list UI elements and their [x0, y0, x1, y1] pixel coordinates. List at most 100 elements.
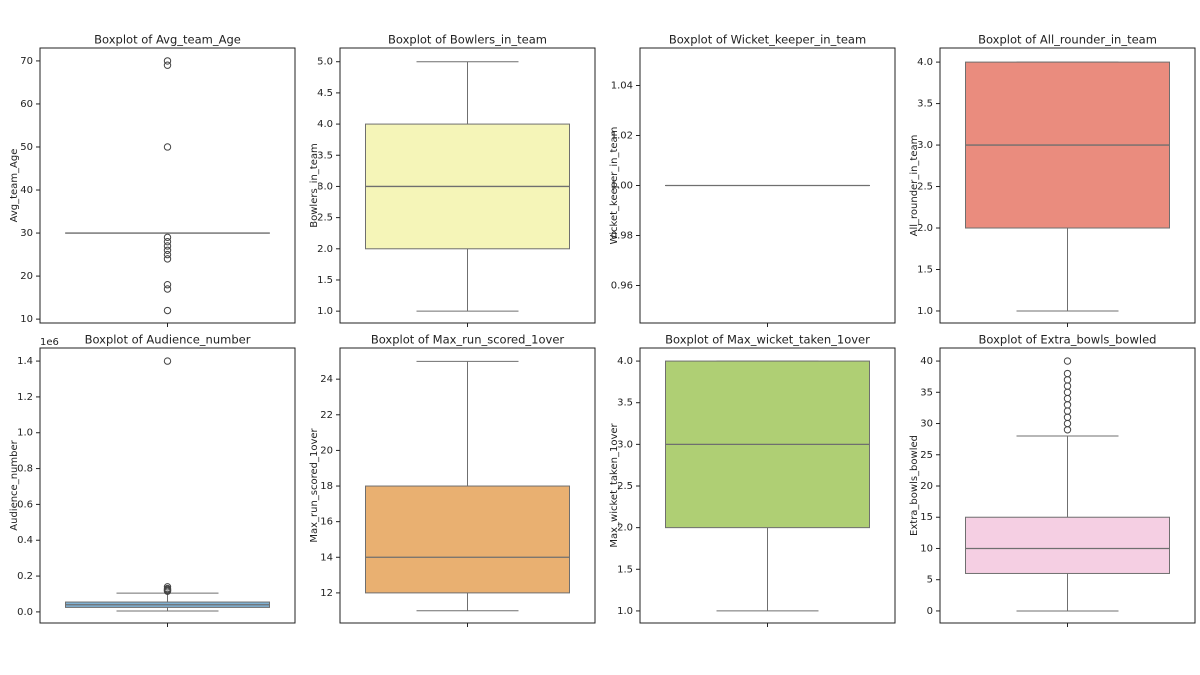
y-tick-label: 18 — [320, 481, 333, 492]
y-tick-label: 40 — [920, 356, 933, 367]
y-tick-label: 1.0 — [617, 606, 633, 617]
y-axis-label: Avg_team_Age — [9, 149, 20, 223]
outlier — [1063, 413, 1072, 421]
y-axis-label: Bowlers_in_team — [309, 143, 320, 227]
chart-title: Boxplot of All_rounder_in_team — [978, 33, 1157, 47]
outlier — [1063, 369, 1072, 378]
y-tick-label: 5 — [927, 575, 933, 586]
plot-frame — [339, 47, 596, 324]
plot-frame — [339, 347, 596, 624]
subplot: Boxplot of All_rounder_in_team All_rounde… — [909, 33, 1196, 327]
subplot: Boxplot of Bowlers_in_team Bowlers_in_tea… — [309, 33, 596, 327]
y-tick-label: 3.0 — [617, 439, 633, 450]
y-axis-label: Audience_number — [9, 439, 20, 530]
plot-frame — [639, 47, 896, 324]
y-tick-label: 1.00 — [611, 181, 633, 192]
y-axis-label: Max_wicket_taken_1over — [609, 422, 620, 547]
y-tick-label: 4.0 — [317, 119, 333, 130]
subplot: Boxplot of Avg_team_Age Avg_team_Age 10 20 3… — [9, 33, 296, 327]
chart-title: Boxplot of Max_run_scored_1over — [371, 333, 565, 347]
y-tick-label: 0.8 — [17, 464, 33, 475]
y-tick-label: 1.0 — [317, 306, 333, 317]
plot-frame — [39, 347, 296, 624]
y-tick-label: 3.5 — [617, 398, 633, 409]
chart-title: Boxplot of Avg_team_Age — [94, 33, 241, 47]
y-tick-label: 20 — [320, 445, 333, 456]
y-tick-label: 30 — [20, 228, 33, 239]
y-tick-label: 1.4 — [17, 356, 33, 367]
subplot: Boxplot of Max_wicket_taken_1over Max_wic… — [609, 333, 896, 627]
y-tick-label: 24 — [320, 374, 333, 385]
y-tick-label: 12 — [320, 588, 333, 599]
outlier — [163, 255, 172, 263]
y-tick-label: 1.0 — [917, 306, 933, 317]
plot-frame — [939, 47, 1196, 324]
chart-title: Boxplot of Audience_number — [85, 333, 251, 347]
y-axis-label: Wicket_keeper_in_team — [609, 127, 620, 245]
outlier — [1063, 376, 1072, 384]
y-tick-label: 1.2 — [17, 392, 33, 403]
y-tick-label: 22 — [320, 410, 333, 421]
y-tick-label: 0.6 — [17, 499, 33, 510]
box — [965, 516, 1170, 574]
y-tick-label: 2.0 — [317, 244, 333, 255]
y-tick-label: 16 — [320, 517, 333, 528]
outlier — [1063, 419, 1072, 428]
y-tick-label: 70 — [20, 56, 33, 67]
y-axis-label: All_rounder_in_team — [909, 135, 920, 237]
subplot: Boxplot of Max_run_scored_1over Max_run_s… — [309, 333, 596, 627]
chart-title: Boxplot of Extra_bowls_bowled — [979, 333, 1157, 347]
outlier — [163, 143, 172, 151]
y-tick-label: 60 — [20, 99, 33, 110]
y-tick-label: 1.04 — [611, 81, 633, 92]
outlier — [163, 285, 172, 293]
y-tick-label: 1.5 — [617, 564, 633, 575]
y-tick-label: 25 — [920, 450, 933, 461]
outlier — [163, 233, 172, 242]
y-tick-label: 4.5 — [317, 88, 333, 99]
y-axis-label: Max_run_scored_1over — [309, 427, 320, 542]
outlier — [163, 280, 172, 289]
y-tick-label: 50 — [20, 142, 33, 153]
outlier — [1063, 357, 1072, 365]
y-tick-label: 2.0 — [917, 223, 933, 234]
box — [365, 485, 570, 594]
chart-title: Boxplot of Wicket_keeper_in_team — [669, 33, 866, 47]
outlier — [163, 357, 172, 365]
subplot: Boxplot of Audience_number Audience_numbe… — [9, 333, 296, 627]
y-tick-label: 3.5 — [317, 150, 333, 161]
outlier — [163, 57, 172, 65]
outlier — [163, 237, 172, 246]
subplot: Boxplot of Wicket_keeper_in_team Wicket_k… — [609, 33, 896, 327]
subplot: Boxplot of Extra_bowls_bowled Extra_bowls… — [909, 333, 1196, 627]
outlier — [163, 61, 172, 69]
y-tick-label: 1.02 — [611, 131, 633, 142]
y-tick-label: 0.98 — [611, 231, 633, 242]
outlier — [1063, 394, 1072, 403]
outlier — [1063, 426, 1072, 434]
y-tick-label: 30 — [920, 419, 933, 430]
outlier — [163, 306, 172, 315]
y-tick-label: 1.5 — [317, 275, 333, 286]
y-offset-label: 1e6 — [40, 337, 59, 348]
y-tick-label: 0.2 — [17, 571, 33, 582]
y-tick-label: 4.0 — [917, 57, 933, 68]
outlier — [163, 246, 172, 254]
y-tick-label: 0 — [927, 606, 933, 617]
y-tick-label: 3.5 — [917, 99, 933, 110]
y-tick-label: 2.5 — [617, 481, 633, 492]
plot-frame — [639, 347, 896, 624]
chart-title: Boxplot of Bowlers_in_team — [388, 33, 547, 47]
y-tick-label: 20 — [920, 481, 933, 492]
y-tick-label: 1.5 — [917, 264, 933, 275]
y-axis-label: Extra_bowls_bowled — [909, 435, 920, 536]
y-tick-label: 14 — [320, 552, 333, 563]
outlier — [163, 587, 172, 595]
outlier — [163, 250, 172, 259]
y-tick-label: 20 — [20, 271, 33, 282]
outlier — [163, 242, 172, 250]
plot-frame — [939, 347, 1196, 624]
y-tick-label: 4.0 — [617, 356, 633, 367]
y-tick-label: 1.0 — [17, 428, 33, 439]
